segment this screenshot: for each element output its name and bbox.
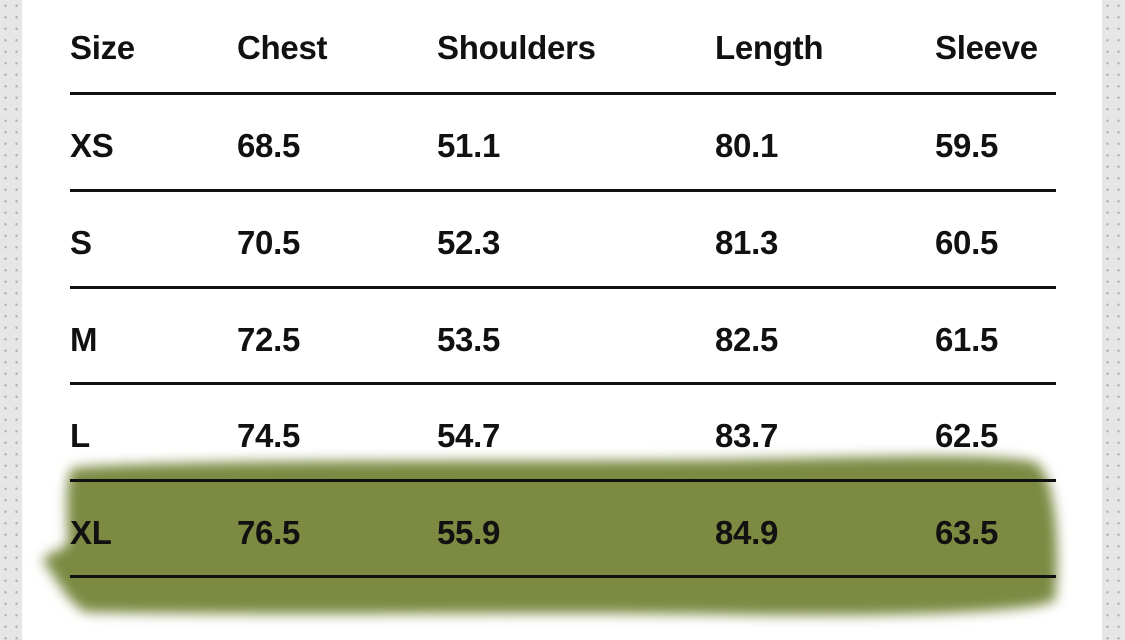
header-shoulders: Shoulders (437, 29, 596, 66)
header-length: Length (715, 29, 824, 66)
cell-sleeve: 59.5 (935, 127, 999, 164)
cell-shoulders: 54.7 (437, 417, 501, 454)
cell-length: 83.7 (715, 417, 779, 454)
cell-length: 84.9 (715, 514, 779, 551)
left-background-strip (0, 0, 22, 640)
table-row-s: S 70.5 52.3 81.3 60.5 (70, 195, 1056, 291)
divider (70, 189, 1056, 192)
header-size: Size (70, 29, 135, 66)
cell-size: M (70, 321, 98, 358)
cell-length: 80.1 (715, 127, 779, 164)
divider (70, 92, 1056, 95)
cell-chest: 76.5 (237, 514, 301, 551)
table-row-m: M 72.5 53.5 82.5 61.5 (70, 292, 1056, 388)
cell-length: 82.5 (715, 321, 779, 358)
cell-chest: 72.5 (237, 321, 301, 358)
divider (70, 479, 1056, 482)
cell-chest: 70.5 (237, 224, 301, 261)
divider (70, 575, 1056, 578)
cell-size: L (70, 417, 90, 454)
cell-chest: 68.5 (237, 127, 301, 164)
cell-sleeve: 63.5 (935, 514, 999, 551)
cell-shoulders: 51.1 (437, 127, 501, 164)
header-sleeve: Sleeve (935, 29, 1038, 66)
table-header-row: Size Chest Shoulders Length Sleeve (70, 0, 1056, 96)
divider (70, 382, 1056, 385)
divider (70, 286, 1056, 289)
right-background-strip (1102, 0, 1125, 640)
cell-sleeve: 60.5 (935, 224, 999, 261)
cell-length: 81.3 (715, 224, 779, 261)
cell-sleeve: 62.5 (935, 417, 999, 454)
cell-size: XS (70, 127, 114, 164)
header-chest: Chest (237, 29, 328, 66)
table-row-xs: XS 68.5 51.1 80.1 59.5 (70, 98, 1056, 194)
cell-size: S (70, 224, 92, 261)
table-row-xl: XL 76.5 55.9 84.9 63.5 (70, 485, 1056, 581)
cell-shoulders: 53.5 (437, 321, 501, 358)
cell-shoulders: 55.9 (437, 514, 501, 551)
cell-size: XL (70, 514, 112, 551)
cell-shoulders: 52.3 (437, 224, 501, 261)
cell-sleeve: 61.5 (935, 321, 999, 358)
cell-chest: 74.5 (237, 417, 301, 454)
table-row-l: L 74.5 54.7 83.7 62.5 (70, 388, 1056, 484)
